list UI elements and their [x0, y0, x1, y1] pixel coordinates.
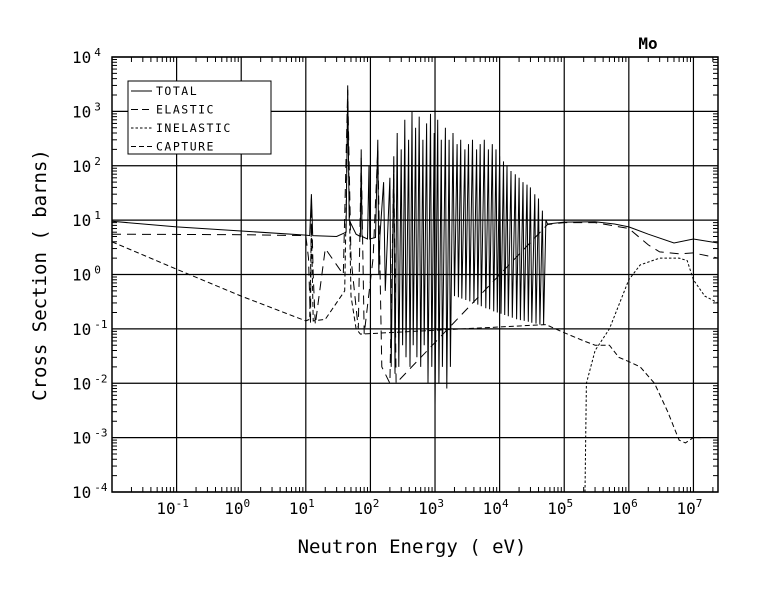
series-inelastic [584, 257, 718, 492]
y-tick-label: 10 0 [72, 264, 101, 285]
y-tick-label: 10 -4 [72, 481, 108, 502]
x-tick-label: 105 [547, 497, 573, 518]
x-tick-label: 106 [612, 497, 638, 518]
x-tick-label: 104 [483, 497, 509, 518]
legend-label-capture: CAPTURE [156, 140, 215, 154]
series-group [112, 85, 718, 492]
legend: TOTAL ELASTIC INELASTIC CAPTURE [127, 80, 272, 155]
y-axis-label: Cross Section ( barns) [29, 149, 51, 401]
y-tick-label: 10 -3 [72, 427, 108, 448]
axis-ticks [112, 57, 718, 492]
y-tick-label: 10 -2 [72, 372, 108, 393]
y-tick-label: 10 4 [72, 46, 101, 67]
x-axis-label: Neutron Energy ( eV) [298, 536, 527, 558]
x-tick-label: 102 [353, 497, 379, 518]
x-tick-label: 107 [676, 497, 702, 518]
plot-frame [111, 56, 719, 493]
y-tick-label: 10 3 [72, 100, 101, 121]
series-total [112, 85, 718, 405]
chart-title: Mo [638, 34, 657, 53]
legend-box [127, 80, 272, 155]
x-tick-label: 10-1 [156, 497, 189, 518]
y-tick-label: 10 -1 [72, 318, 108, 339]
legend-label-elastic: ELASTIC [156, 103, 215, 117]
legend-label-total: TOTAL [156, 84, 198, 98]
x-tick-label: 101 [289, 497, 315, 518]
y-tick-label: 10 1 [72, 209, 101, 230]
x-tick-labels: 10-1 100 101 102 103 104 105 106 107 [156, 497, 702, 518]
legend-label-inelastic: INELASTIC [156, 121, 232, 135]
series-capture [112, 116, 701, 444]
x-tick-label: 100 [224, 497, 250, 518]
x-tick-label: 103 [418, 497, 444, 518]
y-tick-label: 10 2 [72, 155, 101, 176]
series-elastic [112, 89, 718, 385]
